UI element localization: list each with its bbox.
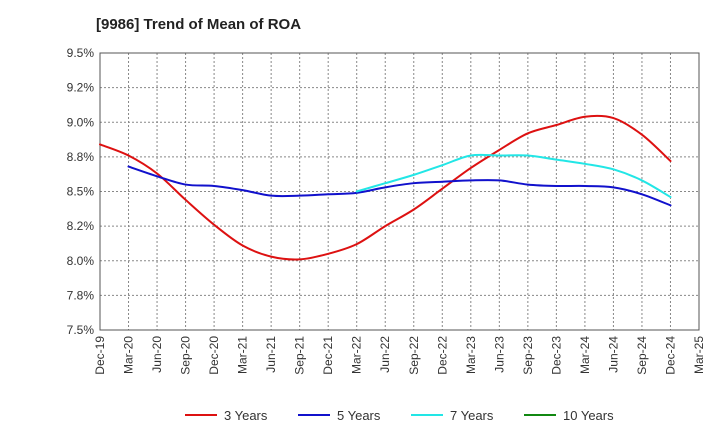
y-tick-label: 8.0% — [67, 254, 95, 268]
x-tick-label: Mar-21 — [236, 336, 250, 374]
series-lines — [99, 114, 672, 261]
legend: 3 Years 5 Years 7 Years 10 Years — [185, 408, 614, 423]
y-tick-label: 8.8% — [67, 150, 95, 164]
x-tick-label: Jun-20 — [150, 336, 164, 373]
plot-area-frame — [99, 52, 700, 331]
x-tick-label: Dec-21 — [321, 336, 335, 375]
y-tick-label: 7.5% — [67, 323, 95, 337]
series-line-5-years — [127, 165, 672, 207]
legend-label: 10 Years — [563, 408, 614, 423]
x-tick-label: Sep-23 — [521, 336, 535, 375]
x-tick-label: Dec-20 — [207, 336, 221, 375]
x-axis-tick-labels: Dec-19 Mar-20 Jun-20 Sep-20 Dec-20 Mar-21 Jun-… — [93, 336, 706, 375]
x-tick-label: Sep-24 — [635, 336, 649, 375]
x-tick-label: Jun-24 — [606, 336, 620, 373]
series-line-7-years — [355, 153, 672, 199]
x-tick-label: Mar-22 — [350, 336, 364, 374]
x-tick-label: Dec-19 — [93, 336, 107, 375]
x-tick-label: Sep-21 — [293, 336, 307, 375]
y-axis-tick-labels: 7.5% 7.8% 8.0% 8.2% 8.5% 8.8% 9.0% 9.2% 9.5% — [67, 46, 95, 337]
x-tick-label: Dec-22 — [435, 336, 449, 375]
x-tick-label: Dec-23 — [549, 336, 563, 375]
y-tick-label: 7.8% — [67, 288, 95, 302]
x-tick-label: Mar-24 — [578, 336, 592, 374]
x-tick-label: Jun-22 — [378, 336, 392, 373]
x-tick-label: Jun-23 — [492, 336, 506, 373]
y-tick-label: 8.5% — [67, 185, 95, 199]
y-tick-label: 9.5% — [67, 46, 95, 60]
x-tick-label: Mar-20 — [122, 336, 136, 374]
x-tick-label: Sep-20 — [179, 336, 193, 375]
y-tick-label: 9.2% — [67, 81, 95, 95]
series-line-3-years — [99, 114, 672, 261]
x-tick-label: Mar-23 — [464, 336, 478, 374]
x-tick-label: Mar-25 — [692, 336, 706, 374]
y-tick-label: 9.0% — [67, 115, 95, 129]
legend-label: 7 Years — [450, 408, 494, 423]
x-tick-label: Sep-22 — [407, 336, 421, 375]
y-tick-label: 8.2% — [67, 219, 95, 233]
x-tick-label: Dec-24 — [663, 336, 677, 375]
legend-label: 3 Years — [224, 408, 268, 423]
x-tick-label: Jun-21 — [264, 336, 278, 373]
grid-lines — [99, 52, 700, 331]
chart-title: [9986] Trend of Mean of ROA — [96, 16, 301, 33]
legend-label: 5 Years — [337, 408, 381, 423]
